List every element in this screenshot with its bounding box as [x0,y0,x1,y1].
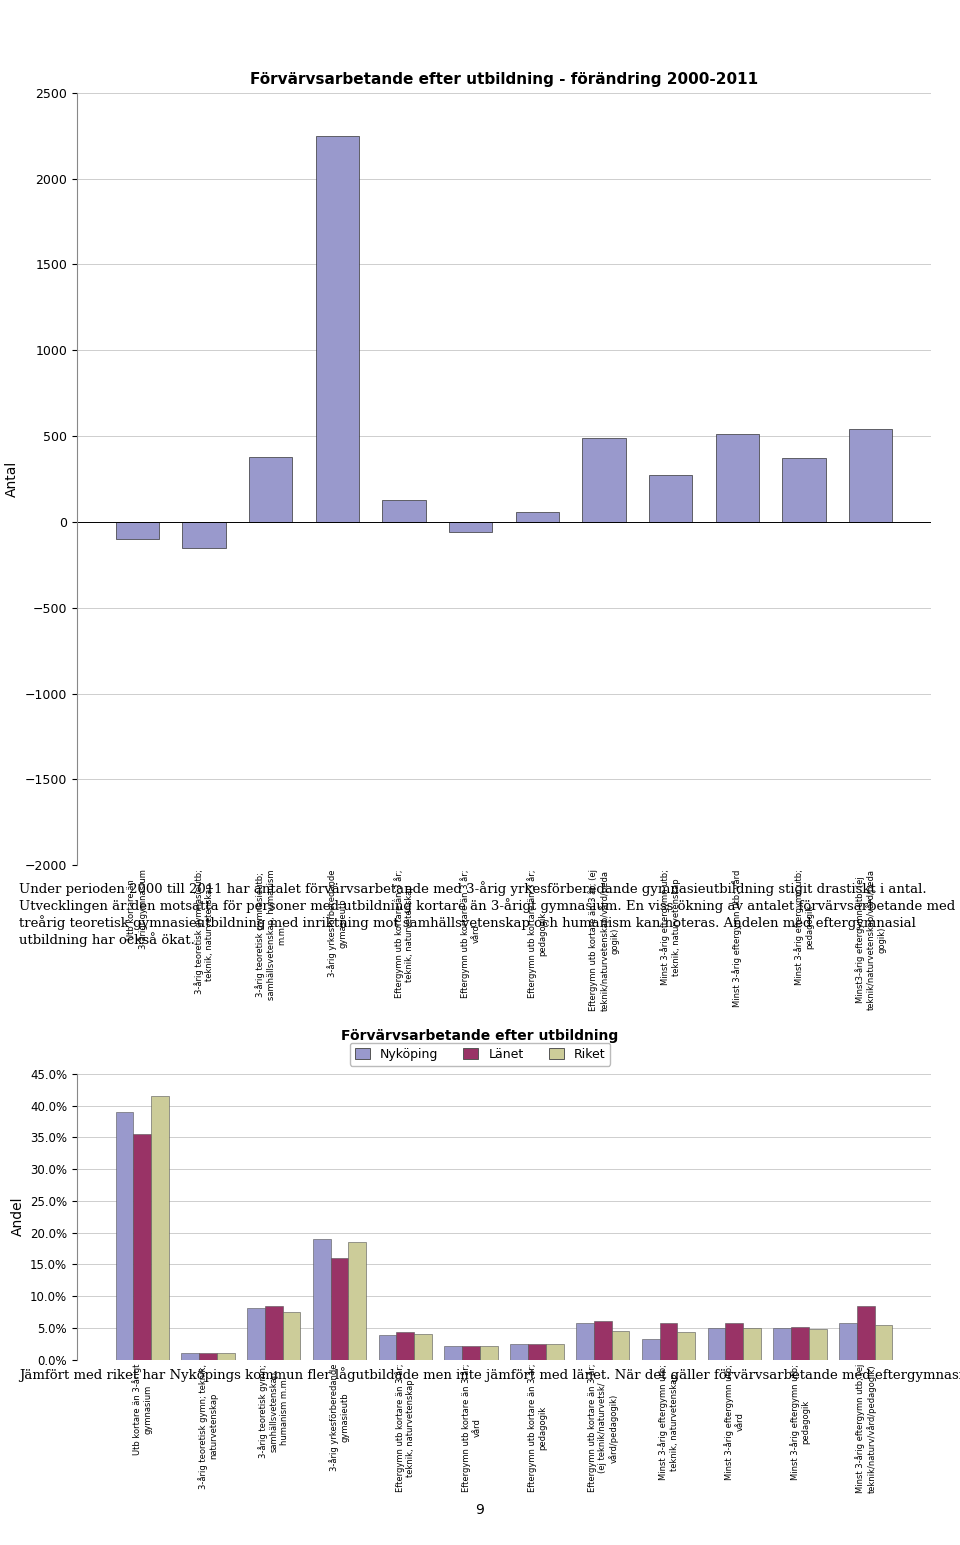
Bar [678,1332,695,1360]
Bar [612,1332,630,1360]
Bar [313,1239,330,1360]
Bar [546,1344,564,1360]
Bar [265,1306,282,1360]
Bar [649,474,692,522]
Bar [217,1353,234,1360]
Bar [115,1112,133,1360]
Bar [382,499,425,522]
Bar [249,457,292,522]
Bar [875,1324,893,1360]
Bar [660,1323,678,1360]
Bar [743,1327,761,1360]
Bar [516,511,559,522]
Bar [782,459,826,522]
Bar [449,522,492,531]
Bar [348,1242,366,1360]
Legend: Nyköping, Länet, Riket: Nyköping, Länet, Riket [349,1043,611,1066]
Y-axis label: Andel: Andel [11,1197,24,1236]
Bar [528,1344,546,1360]
Bar [199,1353,217,1360]
Bar [316,136,359,522]
Bar [583,437,626,522]
Bar [774,1327,791,1360]
Bar [839,1323,857,1360]
Bar [247,1307,265,1360]
Bar [282,1312,300,1360]
Text: 9: 9 [475,1503,485,1517]
Bar [182,522,226,547]
Bar [396,1332,414,1360]
Bar [151,1095,169,1360]
Bar [480,1346,497,1360]
Text: Jämfört med riket har Nyköpings kommun fler lågutbildade men inte jämfört med lä: Jämfört med riket har Nyköpings kommun f… [19,1367,960,1383]
Bar [849,430,893,522]
Bar [115,522,159,539]
Bar [716,434,759,522]
Bar [462,1346,480,1360]
Bar [444,1346,462,1360]
Text: Under perioden 2000 till 2011 har antalet förvärvsarbetande med 3-årig yrkesförb: Under perioden 2000 till 2011 har antale… [19,881,955,947]
Title: Förvärvsarbetande efter utbildning - förändring 2000-2011: Förvärvsarbetande efter utbildning - för… [250,73,758,88]
Bar [642,1340,660,1360]
Bar [414,1335,432,1360]
Bar [511,1344,528,1360]
Bar [378,1335,396,1360]
Bar [181,1353,199,1360]
Text: Förvärvsarbetande efter utbildning: Förvärvsarbetande efter utbildning [342,1029,618,1043]
Y-axis label: Antal: Antal [5,460,19,497]
Bar [330,1258,348,1360]
Bar [809,1329,827,1360]
Bar [708,1327,726,1360]
Bar [857,1306,875,1360]
Bar [576,1324,594,1360]
Bar [594,1321,612,1360]
Bar [791,1327,809,1360]
Bar [726,1323,743,1360]
Bar [133,1134,151,1360]
